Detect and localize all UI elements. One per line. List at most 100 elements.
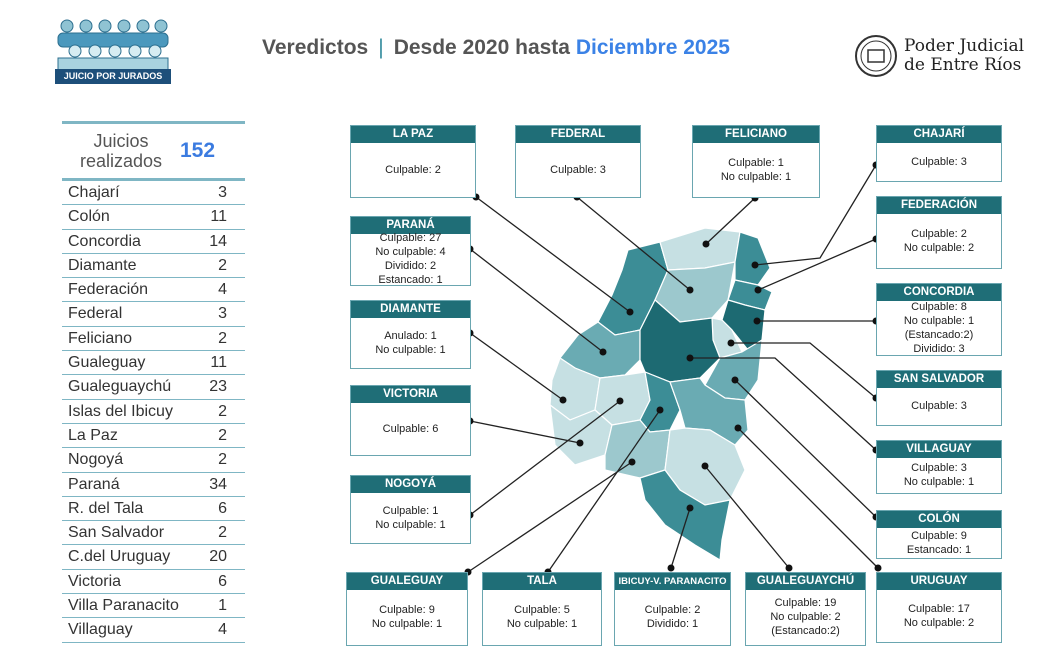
leader-line	[704, 465, 790, 569]
institution-line2: de Entre Ríos	[904, 55, 1022, 75]
leader-line	[547, 409, 661, 573]
summary-row: Islas del Ibicuy 2	[62, 400, 245, 424]
leader-line	[469, 400, 621, 516]
leader-line	[690, 357, 877, 451]
poder-judicial-logo: Poder Judicial de Entre Ríos	[854, 34, 1024, 78]
row-count: 4	[218, 281, 227, 299]
row-count: 11	[210, 354, 227, 372]
row-count: 23	[209, 378, 227, 396]
row-count: 3	[218, 305, 227, 323]
leader-line	[754, 164, 877, 266]
juicio-por-jurados-logo: JUICIO POR JURADOS	[55, 16, 171, 84]
seal-icon	[855, 35, 897, 77]
summary-row: Feliciano 2	[62, 327, 245, 352]
row-name: Federal	[68, 305, 123, 323]
box-line: No culpable: 1	[371, 618, 443, 630]
box-title: GUALEGUAYCHÚ	[746, 573, 865, 590]
leader-dot	[628, 458, 636, 466]
summary-row: Gualeguaychú 23	[62, 375, 245, 400]
row-count: 11	[210, 208, 227, 226]
leader-dot	[754, 286, 762, 294]
box-line: (Estancado:2)	[771, 625, 840, 637]
verdict-box-san-salvador: SAN SALVADOR Culpable: 3	[876, 370, 1002, 426]
box-line: Culpable: 5	[514, 604, 570, 616]
summary-row: Villa Paranacito 1	[62, 594, 245, 619]
box-title: FEDERAL	[516, 126, 640, 143]
verdict-box-villaguay: VILLAGUAY Culpable: 3 No culpable: 1	[876, 440, 1002, 494]
leader-line	[469, 248, 604, 353]
box-line: Culpable: 6	[382, 422, 439, 435]
row-name: Colón	[68, 208, 110, 226]
box-title: VICTORIA	[351, 386, 470, 403]
box-title: CHAJARÍ	[877, 126, 1001, 143]
row-count: 6	[218, 499, 227, 517]
box-line: No culpable: 2	[903, 616, 975, 629]
box-line: Culpable: 27	[379, 232, 442, 244]
box-line: Dividido: 3	[913, 342, 965, 355]
row-count: 2	[218, 524, 227, 542]
title-range-highlight: Diciembre 2025	[575, 36, 730, 59]
leader-dot	[753, 317, 761, 325]
row-count: 34	[209, 475, 227, 493]
leader-dot	[656, 406, 664, 414]
box-line: Culpable: 17	[908, 602, 970, 615]
box-line: No culpable: 1	[903, 314, 975, 327]
summary-row: Federal 3	[62, 302, 245, 327]
row-count: 2	[218, 402, 227, 420]
box-title: NOGOYÁ	[351, 476, 470, 493]
leader-line	[475, 196, 631, 313]
verdict-box-ibicuy-v-paranacito: IBICUY-V. PARANACITO Culpable: 2 Dividido:…	[614, 572, 731, 646]
summary-row: Villaguay 4	[62, 618, 245, 643]
row-count: 6	[218, 572, 227, 590]
verdict-box-chajar-: CHAJARÍ Culpable: 3	[876, 125, 1002, 182]
box-line: No culpable: 1	[375, 343, 446, 356]
box-line: Culpable: 2	[385, 163, 441, 176]
box-line: Culpable: 3	[550, 163, 606, 176]
summary-row: Colón 11	[62, 205, 245, 230]
verdict-box-federaci-n: FEDERACIÓN Culpable: 2 No culpable: 2	[876, 196, 1002, 269]
verdict-box-federal: FEDERAL Culpable: 3	[515, 125, 641, 198]
leader-dot	[686, 286, 694, 294]
row-name: R. del Tala	[68, 499, 144, 517]
summary-row: Nogoyá 2	[62, 448, 245, 473]
row-count: 20	[209, 548, 227, 566]
box-title: URUGUAY	[877, 573, 1001, 590]
summary-row: Concordia 14	[62, 230, 245, 254]
row-count: 2	[218, 451, 227, 469]
verdict-box-gualeguaych-: GUALEGUAYCHÚ Culpable: 19 No culpable: 2 (E…	[745, 572, 866, 646]
leader-line	[576, 196, 691, 291]
leader-dot	[667, 564, 675, 572]
row-name: C.del Uruguay	[68, 548, 171, 566]
row-count: 3	[218, 184, 227, 201]
leader-dot	[616, 397, 624, 405]
row-name: Chajarí	[68, 184, 120, 201]
leader-line	[757, 238, 877, 291]
row-name: Federación	[68, 281, 149, 299]
summary-total: 152	[180, 139, 216, 162]
row-name: Islas del Ibicuy	[68, 402, 173, 420]
leader-line	[705, 197, 756, 245]
institution-line1: Poder Judicial	[904, 36, 1025, 56]
box-title: GUALEGUAY	[347, 573, 467, 590]
box-title: CONCORDIA	[877, 284, 1001, 301]
box-line: Estancado: 1	[378, 274, 443, 286]
summary-row: C.del Uruguay 20	[62, 545, 245, 570]
row-name: Nogoyá	[68, 451, 124, 469]
box-title: TALA	[483, 573, 601, 590]
box-line: Anulado: 1	[384, 329, 437, 342]
summary-row: Federación 4	[62, 278, 245, 303]
verdict-box-tala: TALA Culpable: 5 No culpable: 1	[482, 572, 602, 646]
leader-dot	[785, 564, 793, 572]
box-line: Culpable: 2	[911, 227, 967, 240]
row-count: 1	[218, 597, 227, 615]
row-name: Gualeguay	[68, 354, 146, 372]
row-name: Concordia	[68, 232, 141, 250]
leader-dot	[576, 439, 584, 447]
summary-row: Chajarí 3	[62, 181, 245, 206]
row-count: 14	[209, 232, 227, 250]
verdict-box-feliciano: FELICIANO Culpable: 1 No culpable: 1	[692, 125, 820, 198]
leader-dot	[626, 308, 634, 316]
summary-row: Paraná 34	[62, 473, 245, 497]
box-title: DIAMANTE	[351, 301, 470, 318]
row-name: Diamante	[68, 256, 137, 274]
